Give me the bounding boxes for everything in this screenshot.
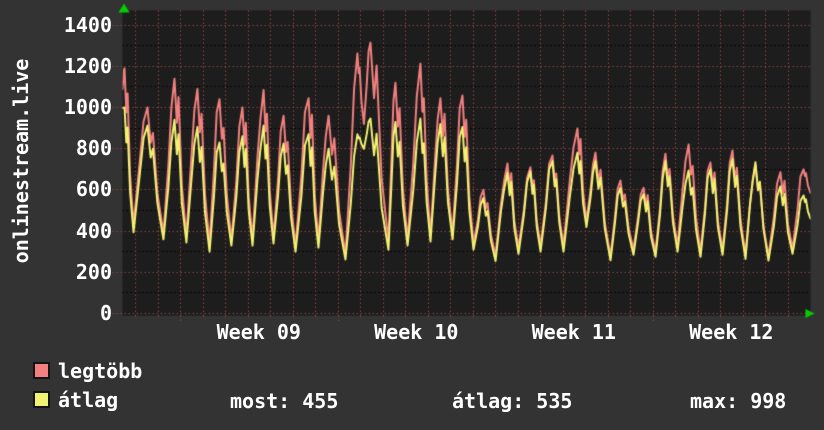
y-tick-label: 800	[75, 136, 112, 161]
x-tick-label: Week 11	[531, 320, 616, 344]
y-tick-label: 1400	[63, 12, 112, 37]
y-tick-label: 400	[75, 218, 112, 243]
legend-label-atlag: átlag	[58, 388, 119, 412]
legend-swatch-atlag	[33, 391, 50, 408]
y-tick-label: 0	[99, 301, 112, 325]
y-tick-label: 1000	[63, 95, 112, 119]
x-tick-label: Week 09	[216, 320, 301, 344]
stat-max: max: 998	[690, 389, 787, 413]
stat-atlag: átlag: 535	[452, 389, 573, 413]
y-tick-label: 1200	[63, 53, 112, 78]
stat-most: most: 455	[230, 389, 339, 413]
x-tick-label: Week 12	[689, 320, 774, 344]
y-tick-label: 600	[75, 177, 112, 202]
x-tick-label: Week 10	[374, 320, 459, 344]
y-tick-label: 200	[75, 259, 112, 284]
legend-swatch-legtobb	[33, 362, 50, 379]
legend-label-legtobb: legtöbb	[58, 359, 143, 383]
